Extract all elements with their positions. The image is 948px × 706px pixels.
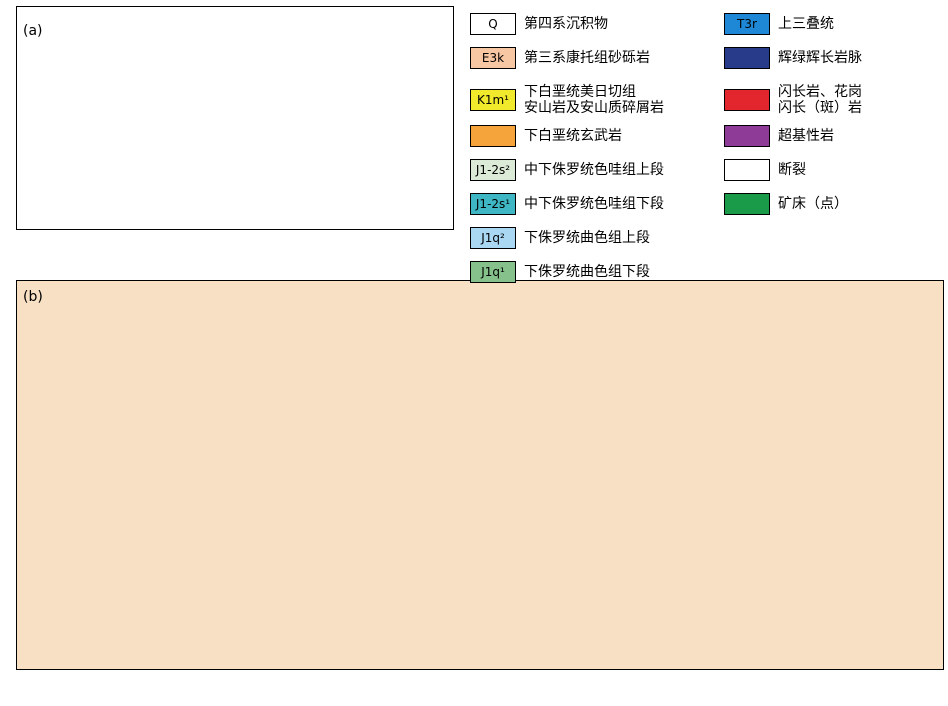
geologic-map-panel: (b) bbox=[16, 280, 944, 670]
panel-b-label: (b) bbox=[23, 289, 43, 305]
legend-swatch: T3r bbox=[724, 13, 770, 35]
legend-swatch: Q bbox=[470, 13, 516, 35]
legend-swatch: J1-2s² bbox=[470, 159, 516, 181]
legend-swatch: K1m¹ bbox=[470, 89, 516, 111]
legend-item: 矿床（点） bbox=[724, 192, 848, 216]
legend-label: 第四系沉积物 bbox=[524, 16, 608, 32]
legend-label: 下侏罗统曲色组下段 bbox=[524, 264, 650, 280]
legend-item: J1-2s² 中下侏罗统色哇组上段 bbox=[470, 158, 664, 182]
legend-item: T3r 上三叠统 bbox=[724, 12, 834, 36]
legend-item: E3k 第三系康托组砂砾岩 bbox=[470, 46, 650, 70]
legend-swatch: J1-2s¹ bbox=[470, 193, 516, 215]
legend-item: Q 第四系沉积物 bbox=[470, 12, 608, 36]
legend-label: 闪长岩、花岗 闪长（斑）岩 bbox=[778, 84, 862, 116]
map-legend: Q 第四系沉积物 E3k 第三系康托组砂砾岩 K1m¹ 下白垩统美日切组 安山岩… bbox=[470, 6, 940, 283]
legend-label: 上三叠统 bbox=[778, 16, 834, 32]
legend-label: 第三系康托组砂砾岩 bbox=[524, 50, 650, 66]
legend-swatch bbox=[724, 193, 770, 215]
legend-swatch bbox=[724, 159, 770, 181]
inset-map-panel: (a) bbox=[16, 6, 454, 230]
legend-item: 下白垩统玄武岩 bbox=[470, 124, 622, 148]
legend-item: K1m¹ 下白垩统美日切组 安山岩及安山质碎屑岩 bbox=[470, 80, 664, 120]
legend-label: 矿床（点） bbox=[778, 196, 848, 212]
legend-label: 下白垩统玄武岩 bbox=[524, 128, 622, 144]
legend-label: 中下侏罗统色哇组上段 bbox=[524, 162, 664, 178]
legend-item: 断裂 bbox=[724, 158, 806, 182]
legend-item: J1q² 下侏罗统曲色组上段 bbox=[470, 226, 650, 250]
legend-label: 下白垩统美日切组 安山岩及安山质碎屑岩 bbox=[524, 84, 664, 116]
legend-label: 中下侏罗统色哇组下段 bbox=[524, 196, 664, 212]
legend-item: J1q¹ 下侏罗统曲色组下段 bbox=[470, 260, 650, 284]
panel-a-label: (a) bbox=[23, 23, 43, 39]
legend-item: 超基性岩 bbox=[724, 124, 834, 148]
legend-item: 辉绿辉长岩脉 bbox=[724, 46, 862, 70]
legend-item: J1-2s¹ 中下侏罗统色哇组下段 bbox=[470, 192, 664, 216]
legend-swatch bbox=[724, 89, 770, 111]
legend-label: 断裂 bbox=[778, 162, 806, 178]
legend-label: 下侏罗统曲色组上段 bbox=[524, 230, 650, 246]
legend-label: 辉绿辉长岩脉 bbox=[778, 50, 862, 66]
legend-swatch: E3k bbox=[470, 47, 516, 69]
legend-item: 闪长岩、花岗 闪长（斑）岩 bbox=[724, 80, 862, 120]
legend-swatch: J1q² bbox=[470, 227, 516, 249]
legend-swatch bbox=[724, 47, 770, 69]
legend-swatch bbox=[470, 125, 516, 147]
legend-label: 超基性岩 bbox=[778, 128, 834, 144]
legend-swatch bbox=[724, 125, 770, 147]
legend-swatch: J1q¹ bbox=[470, 261, 516, 283]
